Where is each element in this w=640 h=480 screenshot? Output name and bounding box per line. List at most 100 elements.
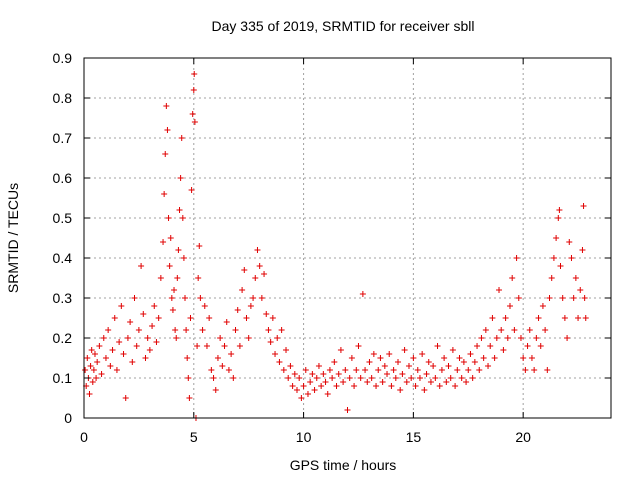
y-tick-label: 0.6 bbox=[53, 170, 73, 186]
x-tick-labels: 0 5 10 15 20 bbox=[80, 429, 531, 445]
data-point bbox=[165, 215, 172, 221]
data-point bbox=[160, 239, 167, 245]
data-point bbox=[438, 367, 445, 373]
data-point bbox=[436, 383, 443, 389]
data-point bbox=[557, 263, 564, 269]
data-point bbox=[175, 247, 182, 253]
data-point bbox=[236, 343, 243, 349]
y-tick-label: 0.5 bbox=[53, 210, 73, 226]
data-point bbox=[300, 383, 307, 389]
data-point bbox=[173, 335, 180, 341]
data-point bbox=[579, 247, 586, 253]
data-point bbox=[509, 275, 516, 281]
data-point bbox=[517, 335, 524, 341]
data-point bbox=[311, 387, 318, 393]
data-point bbox=[441, 355, 448, 361]
data-point bbox=[151, 303, 158, 309]
data-point bbox=[460, 359, 467, 365]
data-point bbox=[293, 387, 300, 393]
data-point bbox=[522, 367, 529, 373]
data-point bbox=[185, 375, 192, 381]
data-point bbox=[344, 407, 351, 413]
data-point bbox=[515, 295, 522, 301]
data-point bbox=[449, 347, 456, 353]
data-point bbox=[320, 371, 327, 377]
data-point bbox=[146, 347, 153, 353]
data-point bbox=[318, 383, 325, 389]
data-point bbox=[502, 315, 509, 321]
data-point bbox=[537, 343, 544, 349]
data-point bbox=[138, 263, 145, 269]
data-point bbox=[528, 355, 535, 361]
data-point bbox=[261, 271, 268, 277]
data-point bbox=[195, 275, 202, 281]
data-point bbox=[553, 235, 560, 241]
data-point bbox=[500, 347, 507, 353]
data-point bbox=[155, 315, 162, 321]
data-point bbox=[458, 375, 465, 381]
data-point bbox=[87, 363, 94, 369]
data-point bbox=[302, 367, 309, 373]
data-point bbox=[157, 275, 164, 281]
data-point bbox=[183, 327, 190, 333]
data-point bbox=[526, 327, 533, 333]
data-point bbox=[171, 287, 178, 293]
data-point bbox=[144, 335, 151, 341]
y-tick-label: 0.3 bbox=[53, 290, 73, 306]
data-point bbox=[405, 363, 412, 369]
x-tick-label: 5 bbox=[190, 429, 198, 445]
data-point bbox=[203, 343, 210, 349]
data-point bbox=[544, 367, 551, 373]
data-point bbox=[454, 367, 461, 373]
data-point bbox=[582, 315, 589, 321]
y-tick-labels: 0 0.1 0.2 0.3 0.4 0.5 0.6 0.7 0.8 0.9 bbox=[53, 50, 73, 426]
data-point bbox=[412, 383, 419, 389]
data-point bbox=[296, 375, 303, 381]
data-point bbox=[491, 355, 498, 361]
data-point bbox=[169, 307, 176, 313]
data-point bbox=[392, 375, 399, 381]
data-point bbox=[414, 367, 421, 373]
data-point bbox=[189, 111, 196, 117]
data-point bbox=[247, 303, 254, 309]
data-point bbox=[561, 315, 568, 321]
data-point bbox=[199, 327, 206, 333]
data-point bbox=[182, 295, 189, 301]
data-point bbox=[210, 375, 217, 381]
y-tick-label: 0.2 bbox=[53, 330, 73, 346]
data-point bbox=[342, 367, 349, 373]
data-point bbox=[471, 359, 478, 365]
data-point bbox=[96, 343, 103, 349]
data-point bbox=[577, 287, 584, 293]
data-point bbox=[581, 295, 588, 301]
data-point bbox=[513, 255, 520, 261]
data-point bbox=[355, 343, 362, 349]
data-point bbox=[228, 351, 235, 357]
data-point bbox=[423, 371, 430, 377]
data-point bbox=[120, 351, 127, 357]
data-point bbox=[191, 71, 198, 77]
data-point bbox=[366, 359, 373, 365]
grid-lines bbox=[84, 58, 611, 418]
data-point bbox=[256, 263, 263, 269]
data-point bbox=[243, 315, 250, 321]
data-point bbox=[443, 379, 450, 385]
data-point bbox=[291, 371, 298, 377]
data-point bbox=[432, 375, 439, 381]
data-points bbox=[82, 71, 589, 421]
data-point bbox=[280, 367, 287, 373]
data-point bbox=[539, 303, 546, 309]
data-point bbox=[362, 367, 369, 373]
data-point bbox=[212, 387, 219, 393]
data-point bbox=[133, 343, 140, 349]
data-point bbox=[201, 303, 208, 309]
data-point bbox=[122, 395, 129, 401]
y-axis-label: SRMTID / TECUs bbox=[5, 183, 21, 293]
data-point bbox=[331, 359, 338, 365]
data-point bbox=[239, 287, 246, 293]
data-point bbox=[176, 207, 183, 213]
data-point bbox=[178, 135, 185, 141]
data-point bbox=[230, 375, 237, 381]
y-tick-label: 0.8 bbox=[53, 90, 73, 106]
